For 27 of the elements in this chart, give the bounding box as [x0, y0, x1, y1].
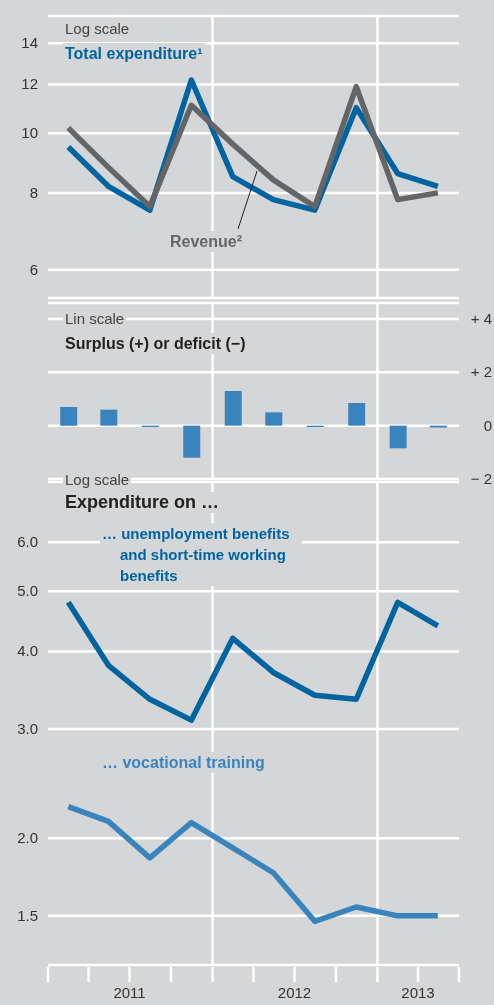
series-label: Total expenditure¹ — [63, 43, 205, 64]
y-tick-label: 14 — [21, 34, 38, 52]
x-tick-label: 2013 — [401, 984, 435, 1001]
y-tick-label: 1.5 — [17, 906, 38, 924]
y-tick-label: − 2 — [470, 470, 492, 487]
y-tick-label: 10 — [21, 124, 38, 142]
x-tick-label: 2011 — [113, 984, 146, 1001]
y-tick-label: 6.0 — [17, 533, 38, 551]
y-tick-label: 12 — [21, 75, 38, 93]
text: Expenditure on … — [63, 492, 222, 513]
y-tick-label: + 2 — [470, 363, 492, 381]
y-tick-label: 2.0 — [17, 829, 38, 847]
annotation: Log scale — [63, 469, 132, 490]
y-tick-label: 4.0 — [17, 642, 38, 660]
annotation: Lin scale — [63, 308, 127, 329]
text: Surplus (+) or deficit (−) — [63, 333, 248, 354]
y-tick-label: 0 — [483, 416, 492, 434]
text: … unemployment benefits and short-time working benefits — [100, 523, 302, 586]
y-tick-label: 3.0 — [17, 720, 38, 737]
y-tick-label: + 4 — [470, 310, 492, 327]
y-tick-label: 6 — [29, 260, 38, 278]
text: … vocational training — [100, 752, 267, 773]
text: Revenue² — [168, 231, 245, 252]
annotation: Log scale — [63, 18, 132, 39]
y-tick-label: 5.0 — [17, 582, 38, 600]
y-tick-label: 8 — [29, 183, 38, 201]
x-tick-label: 2012 — [277, 984, 312, 1001]
